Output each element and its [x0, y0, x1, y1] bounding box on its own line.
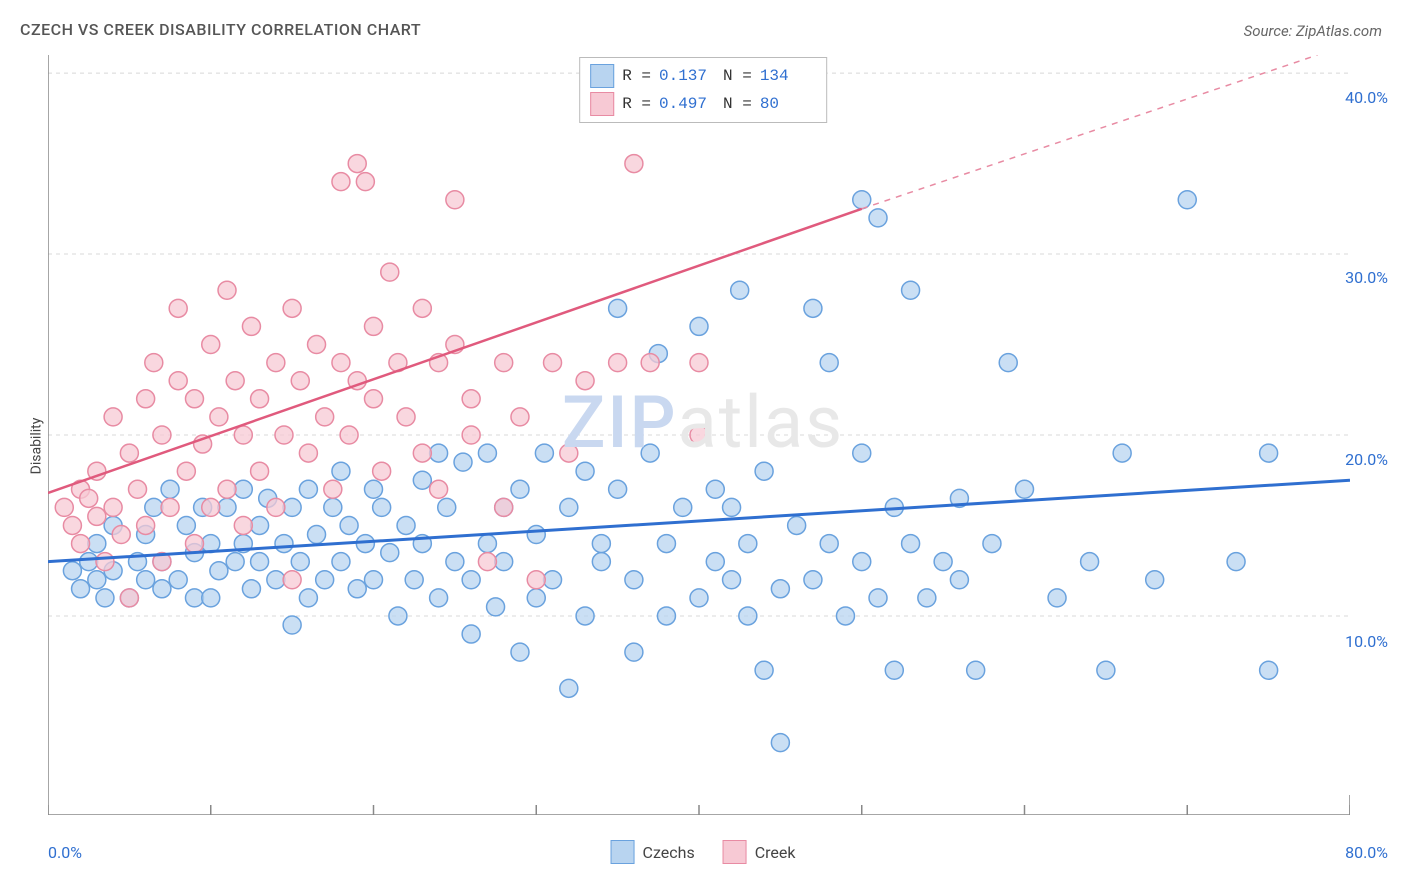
legend-swatch-icon [723, 840, 747, 864]
xtick-80: 80.0% [1345, 843, 1388, 862]
ytick-40: 40.0% [1345, 88, 1388, 107]
legend-R-label: R = [622, 67, 651, 85]
legend-R-label: R = [622, 95, 651, 113]
legend-label-czechs: Czechs [643, 843, 695, 862]
legend-swatch-icon [611, 840, 635, 864]
ytick-30: 30.0% [1345, 268, 1388, 287]
legend-row-czechs: R = 0.137 N = 134 [590, 62, 816, 90]
legend-N-label: N = [723, 67, 752, 85]
legend-row-creek: R = 0.497 N = 80 [590, 90, 816, 118]
ytick-10: 10.0% [1345, 632, 1388, 651]
series-legend: Czechs Creek [611, 840, 796, 864]
chart-title: CZECH VS CREEK DISABILITY CORRELATION CH… [20, 20, 421, 39]
legend-N-czechs: 134 [760, 67, 816, 85]
legend-R-czechs: 0.137 [659, 67, 715, 85]
stats-legend: R = 0.137 N = 134 R = 0.497 N = 80 [579, 57, 827, 123]
scatter-svg [48, 55, 1350, 815]
ytick-20: 20.0% [1345, 450, 1388, 469]
legend-N-label: N = [723, 95, 752, 113]
legend-N-creek: 80 [760, 95, 816, 113]
y-axis-label: Disability [28, 418, 44, 475]
xtick-0: 0.0% [48, 843, 82, 862]
legend-item-creek: Creek [723, 840, 796, 864]
chart-container: CZECH VS CREEK DISABILITY CORRELATION CH… [0, 0, 1406, 892]
legend-item-czechs: Czechs [611, 840, 695, 864]
source-label: Source: ZipAtlas.com [1244, 22, 1382, 40]
legend-swatch-czechs [590, 64, 614, 88]
plot-area [48, 55, 1350, 815]
legend-R-creek: 0.497 [659, 95, 715, 113]
legend-label-creek: Creek [755, 843, 796, 862]
legend-swatch-creek [590, 92, 614, 116]
